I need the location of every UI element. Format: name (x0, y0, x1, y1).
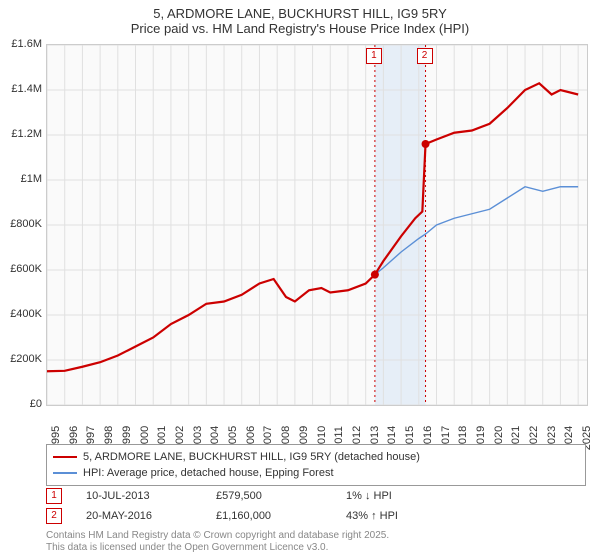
sale-marker: 2 (417, 48, 433, 64)
legend-item: HPI: Average price, detached house, Eppi… (53, 465, 579, 481)
sales-table: 1 10-JUL-2013£579,5001% ↓ HPI 2 20-MAY-2016… (46, 486, 466, 526)
legend-swatch (53, 456, 77, 458)
legend-label: 5, ARDMORE LANE, BUCKHURST HILL, IG9 5RY… (83, 451, 420, 463)
chart-plot-area (46, 44, 588, 406)
chart-subtitle: Price paid vs. HM Land Registry's House … (0, 21, 600, 36)
sale-change: 1% ↓ HPI (346, 490, 466, 502)
y-axis-label: £400K (10, 308, 42, 320)
legend-item: 5, ARDMORE LANE, BUCKHURST HILL, IG9 5RY… (53, 449, 579, 465)
legend-label: HPI: Average price, detached house, Eppi… (83, 467, 334, 479)
y-axis-label: £1.6M (11, 38, 42, 50)
y-axis-label: £600K (10, 263, 42, 275)
chart-footer: Contains HM Land Registry data © Crown c… (46, 530, 389, 554)
chart-title: 5, ARDMORE LANE, BUCKHURST HILL, IG9 5RY (0, 6, 600, 21)
y-axis-label: £800K (10, 218, 42, 230)
y-axis-label: £200K (10, 353, 42, 365)
footer-line1: Contains HM Land Registry data © Crown c… (46, 530, 389, 542)
legend-swatch (53, 472, 77, 473)
y-axis-label: £1M (21, 173, 42, 185)
y-axis-label: £1.4M (11, 83, 42, 95)
sale-price: £579,500 (216, 490, 346, 502)
sale-marker-inline: 1 (46, 488, 62, 504)
sale-marker-inline: 2 (46, 508, 62, 524)
sale-marker: 1 (366, 48, 382, 64)
sale-price: £1,160,000 (216, 510, 346, 522)
footer-line2: This data is licensed under the Open Gov… (46, 542, 389, 554)
chart-legend: 5, ARDMORE LANE, BUCKHURST HILL, IG9 5RY… (46, 444, 586, 486)
sale-change: 43% ↑ HPI (346, 510, 466, 522)
sale-date: 10-JUL-2013 (86, 490, 216, 502)
sale-row: 1 10-JUL-2013£579,5001% ↓ HPI (46, 486, 466, 506)
sale-row: 2 20-MAY-2016£1,160,00043% ↑ HPI (46, 506, 466, 526)
sale-date: 20-MAY-2016 (86, 510, 216, 522)
y-axis-label: £1.2M (11, 128, 42, 140)
y-axis-label: £0 (30, 398, 42, 410)
